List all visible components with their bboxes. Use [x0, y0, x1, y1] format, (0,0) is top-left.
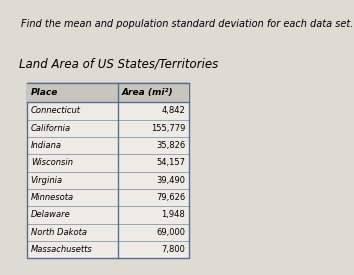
Text: 39,490: 39,490: [156, 176, 185, 185]
Text: Wisconsin: Wisconsin: [31, 158, 73, 167]
Text: 69,000: 69,000: [156, 228, 185, 237]
Text: California: California: [31, 124, 71, 133]
Text: Area (mi²): Area (mi²): [122, 88, 173, 97]
Text: Indiana: Indiana: [31, 141, 62, 150]
Text: 35,826: 35,826: [156, 141, 185, 150]
Text: Delaware: Delaware: [31, 210, 70, 219]
Text: 79,626: 79,626: [156, 193, 185, 202]
Text: Minnesota: Minnesota: [31, 193, 74, 202]
Text: Land Area of US States/Territories: Land Area of US States/Territories: [19, 58, 219, 71]
Text: 7,800: 7,800: [161, 245, 185, 254]
Text: Massachusetts: Massachusetts: [31, 245, 92, 254]
Text: Virginia: Virginia: [31, 176, 63, 185]
Text: 155,779: 155,779: [151, 124, 185, 133]
Text: 4,842: 4,842: [161, 106, 185, 115]
Text: 54,157: 54,157: [156, 158, 185, 167]
Text: 1,948: 1,948: [161, 210, 185, 219]
Text: North Dakota: North Dakota: [31, 228, 87, 237]
Text: Place: Place: [31, 88, 58, 97]
Text: Find the mean and population standard deviation for each data set.: Find the mean and population standard de…: [21, 19, 353, 29]
Text: Connecticut: Connecticut: [31, 106, 81, 115]
